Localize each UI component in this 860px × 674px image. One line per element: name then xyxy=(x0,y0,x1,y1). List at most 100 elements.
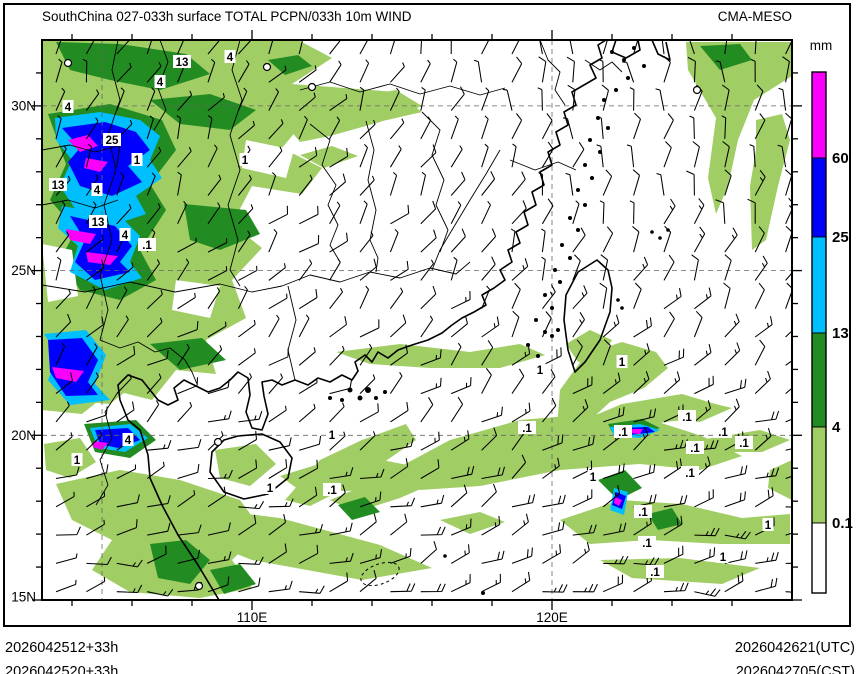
wind-barb xyxy=(389,172,398,196)
contour-label-box xyxy=(534,363,546,376)
contour-label-box xyxy=(762,518,774,531)
wind-barb xyxy=(359,491,382,508)
wind-barb xyxy=(633,256,649,281)
wind-barb xyxy=(268,205,289,225)
wind-barb xyxy=(237,372,252,394)
wind-barb xyxy=(146,461,165,479)
wind-barb xyxy=(268,229,278,253)
wind-barb xyxy=(724,398,740,423)
wind-barb xyxy=(537,87,543,111)
wind-barb xyxy=(116,62,132,83)
wind-barb xyxy=(724,530,751,540)
province-border xyxy=(431,149,501,271)
wind-barb xyxy=(177,200,187,225)
wind-barb xyxy=(237,87,248,111)
wind-barb xyxy=(694,375,714,395)
wind-barb xyxy=(116,401,135,423)
wind-barb xyxy=(629,200,635,224)
island-dot xyxy=(550,306,554,310)
precip-polygon xyxy=(285,90,422,142)
precip-polygon xyxy=(215,444,276,486)
wind-barb xyxy=(755,577,778,593)
wind-barb xyxy=(329,380,353,395)
island-dot xyxy=(610,50,614,54)
calm-wind-marker xyxy=(194,581,204,591)
island-dot xyxy=(602,98,606,102)
wind-barb xyxy=(420,377,442,395)
wind-barb xyxy=(755,551,779,564)
wind-barb xyxy=(329,572,349,593)
wind-barb xyxy=(724,491,746,508)
wind-barb xyxy=(390,260,409,281)
wind-barb xyxy=(785,532,792,536)
wind-barb xyxy=(420,397,434,423)
wind-barb xyxy=(359,40,369,55)
wind-barb xyxy=(754,339,766,366)
contour-label: .1 xyxy=(522,423,532,435)
wind-barb xyxy=(389,145,402,168)
wind-barb xyxy=(85,343,98,366)
wind-barb xyxy=(450,228,466,253)
valid-time-cst: 2026042705(CST) xyxy=(735,664,855,674)
wind-barb xyxy=(116,494,140,508)
contour-label-box xyxy=(89,215,107,228)
wind-barb xyxy=(450,574,471,593)
wind-barb xyxy=(86,316,104,338)
wind-barb xyxy=(389,87,400,111)
map-frame xyxy=(41,39,793,601)
wind-barb xyxy=(633,408,657,423)
island-dot xyxy=(650,230,654,234)
wind-barb xyxy=(542,494,566,508)
contour-label-box xyxy=(646,565,664,578)
wind-barb xyxy=(633,557,660,566)
wind-barb xyxy=(359,319,380,338)
wind-barb xyxy=(481,515,501,536)
wind-barb xyxy=(298,486,318,508)
wind-barb xyxy=(268,146,283,168)
colorbar: mm 60 25 13 4 0.1 xyxy=(810,38,853,594)
island-dot xyxy=(622,58,626,62)
wind-barb xyxy=(626,144,635,168)
province-border xyxy=(309,123,341,263)
province-border xyxy=(99,40,121,341)
wind-barb xyxy=(541,256,546,281)
wind-barb xyxy=(754,282,765,309)
wind-barb xyxy=(602,226,614,253)
contour-label-box xyxy=(71,453,83,466)
precip-polygon xyxy=(440,512,505,534)
wind-barb xyxy=(750,58,756,83)
contour-label: .1 xyxy=(690,443,700,455)
wind-barb xyxy=(85,89,100,111)
wind-barb xyxy=(511,310,520,338)
contour-label-box xyxy=(62,100,74,113)
wind-barb xyxy=(359,549,383,564)
precip-polygon xyxy=(52,367,84,382)
contour-label-box xyxy=(131,153,143,166)
wind-barb xyxy=(785,418,792,423)
wind-barb xyxy=(481,171,496,196)
precip-polygon xyxy=(44,438,96,478)
contour-label: 13 xyxy=(52,180,65,192)
wind-barb xyxy=(207,92,225,112)
province-border xyxy=(42,199,119,209)
colorbar-tick-label: 4 xyxy=(832,419,841,436)
wind-barb xyxy=(542,544,562,564)
wind-barb xyxy=(420,459,440,479)
wind-barb xyxy=(481,228,497,253)
valid-time-block: 2026042621(UTC) 2026042705(CST) xyxy=(735,636,855,674)
wind-barb xyxy=(268,580,293,593)
island-dot xyxy=(553,268,557,272)
wind-barb xyxy=(694,287,712,310)
contour-label-box xyxy=(518,421,536,434)
wind-barb xyxy=(599,200,605,224)
wind-barb xyxy=(420,315,434,338)
wind-barb xyxy=(694,489,714,508)
wind-barb xyxy=(207,321,227,338)
province-border-layer xyxy=(42,40,623,506)
wind-barb xyxy=(146,115,154,140)
lat-axis-label: 30N xyxy=(11,98,36,113)
wind-barb xyxy=(724,313,740,338)
wind-barb xyxy=(541,397,557,423)
wind-barb xyxy=(420,229,437,253)
